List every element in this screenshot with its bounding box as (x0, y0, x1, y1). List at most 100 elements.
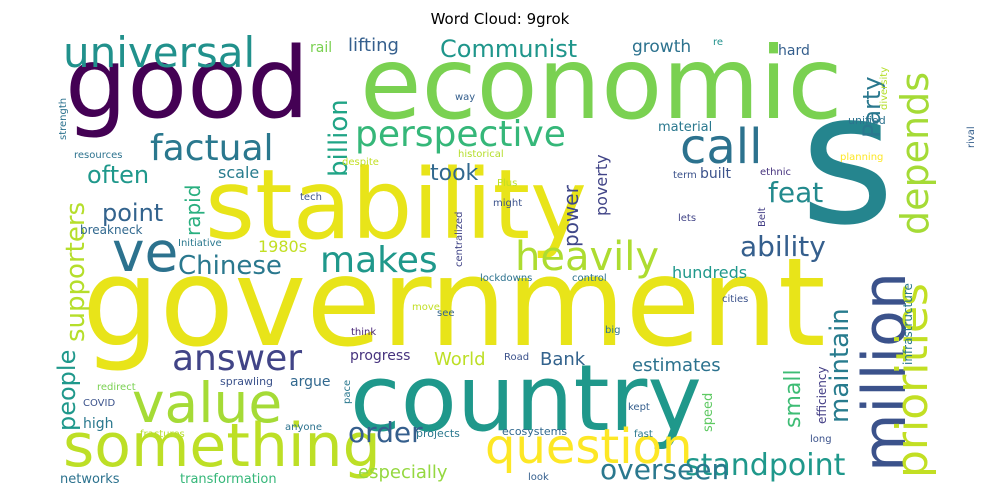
word-s: s (800, 53, 895, 265)
word-good: good (65, 27, 309, 141)
word-ve: ve (112, 220, 178, 284)
word-billion: billion (324, 99, 354, 177)
word-depends: depends (893, 72, 937, 235)
word-poverty: poverty (592, 154, 611, 216)
word-material: material (658, 120, 712, 135)
word-economic: economic (360, 25, 842, 142)
word-lets: lets (678, 213, 696, 224)
word-million: million (850, 272, 920, 472)
word-plus: Plus (497, 178, 517, 189)
word-kept: kept (628, 402, 650, 413)
word-ability: ability (740, 230, 826, 263)
word-resources: resources (74, 150, 122, 161)
word-centralized: centralized (454, 212, 465, 267)
word-rival: rival (966, 126, 977, 148)
word-factual: factual (150, 128, 274, 169)
word-sprawling: sprawling (220, 375, 273, 388)
word-value: value (132, 371, 282, 435)
word-power: power (559, 184, 583, 247)
word-ethnic: ethnic (760, 167, 791, 178)
word-breakneck: breakneck (80, 223, 143, 237)
word-answer: answer (172, 338, 302, 379)
word-estimates: estimates (632, 355, 721, 376)
word-move: move (412, 302, 440, 313)
word-despite: despite (342, 157, 379, 168)
word-priorities: priorities (887, 283, 938, 478)
word-might: might (493, 198, 522, 209)
word-standpoint: standpoint (685, 448, 846, 483)
word-hard: hard (778, 43, 810, 59)
word-planning: planning (840, 152, 883, 163)
word-country: country (350, 345, 702, 452)
word-efficiency: efficiency (815, 366, 829, 424)
word-historical: historical (458, 149, 504, 160)
word-diversity: diversity (879, 67, 890, 110)
chart-title: Word Cloud: 9grok (430, 10, 570, 28)
word-often: often (87, 161, 149, 189)
word-order: order (348, 416, 423, 449)
word-1980s: 1980s (258, 237, 307, 256)
word-growth: growth (632, 37, 691, 57)
word-re: re (713, 37, 723, 48)
word-projects: projects (416, 427, 460, 440)
word-stability: stability (205, 149, 587, 261)
word-high: high (83, 416, 114, 432)
word-small: small (781, 369, 806, 428)
word-see: see (437, 308, 455, 319)
word-government: government (82, 232, 826, 374)
word-speed: speed (701, 393, 716, 432)
word-something: something (63, 411, 381, 481)
word-long: long (810, 434, 832, 445)
word-fractures: fractures (140, 429, 185, 440)
word-universal: universal (63, 28, 255, 77)
word-progress: progress (350, 348, 410, 364)
word-perspective: perspective (355, 114, 566, 155)
word-big: big (605, 325, 620, 336)
word-transformation: transformation (180, 472, 277, 487)
word-tech: tech (300, 192, 322, 203)
word-world: World (434, 349, 486, 370)
word-argue: argue (290, 374, 330, 390)
word-chinese: Chinese (178, 251, 282, 281)
word-cities: cities (722, 294, 748, 305)
word-pace: pace (342, 380, 353, 404)
word-communist: Communist (440, 35, 577, 63)
word-feat: feat (768, 176, 823, 209)
word-rapid: rapid (181, 185, 205, 236)
word-hundreds: hundreds (672, 263, 747, 282)
word-control: control (572, 273, 607, 284)
word-belt: Belt (757, 207, 768, 227)
word-lockdowns: lockdowns (480, 273, 532, 284)
word-road: Road (504, 352, 529, 363)
word-infrastructure: infrastructure (901, 283, 915, 365)
word-maintain: maintain (825, 308, 855, 423)
word-built: built (700, 166, 732, 182)
word-people: people (53, 350, 81, 431)
word-scale: scale (218, 163, 259, 182)
word-networks: networks (60, 472, 120, 487)
word-fast: fast (634, 429, 653, 440)
word-initiative: Initiative (178, 238, 222, 249)
word-supporters: supporters (61, 202, 91, 342)
word-call: call (680, 119, 762, 175)
word-strength: strength (58, 98, 69, 140)
word-took: took (430, 161, 479, 186)
word-overseen: overseen (600, 453, 729, 486)
word-covid: COVID (83, 398, 115, 409)
word-party: Party (858, 76, 886, 138)
word-point: point (102, 199, 163, 227)
word-lifting: lifting (348, 35, 399, 56)
word-makes: makes (320, 240, 438, 281)
word-term: term (673, 170, 697, 181)
word-think: think (351, 327, 376, 338)
word-question: question (485, 419, 692, 475)
word-look: look (528, 472, 549, 483)
word-ecosystems: ecosystems (502, 425, 567, 438)
word-way: way (455, 92, 475, 103)
word-rail: rail (310, 40, 332, 56)
word-redirect: redirect (97, 382, 136, 393)
word-bank: Bank (540, 349, 586, 370)
word-anyone: anyone (285, 422, 322, 433)
word-especially: especially (358, 462, 448, 483)
